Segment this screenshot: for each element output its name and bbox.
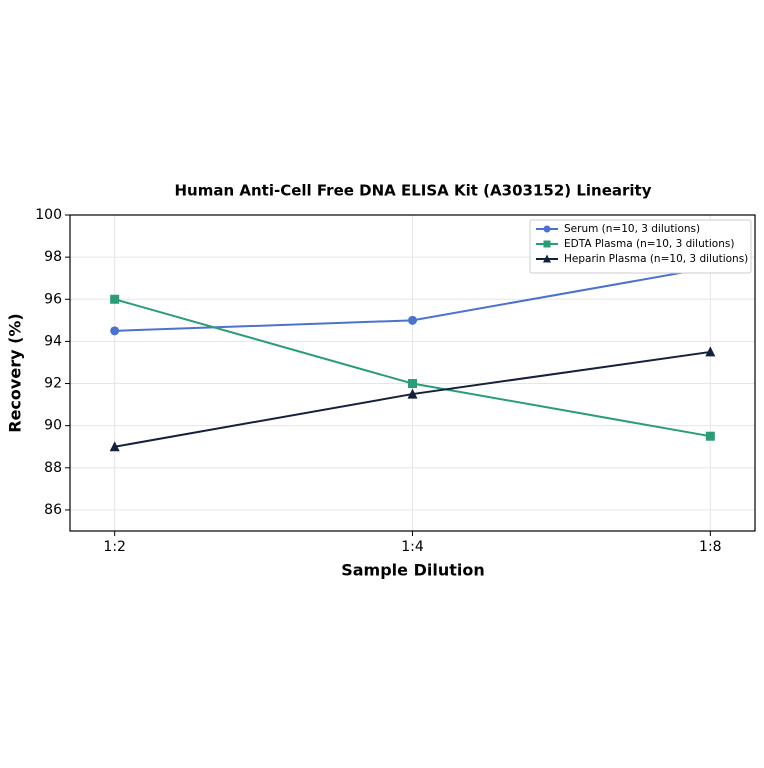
data-point (408, 379, 417, 389)
data-point (705, 431, 715, 441)
y-axis-label: Recovery (%) (6, 313, 25, 432)
y-tick-label: 100 (35, 207, 62, 223)
x-tick-label: 1:4 (401, 539, 424, 555)
y-tick-label: 90 (44, 418, 62, 434)
data-point (110, 294, 120, 304)
x-axis-label: Sample Dilution (341, 561, 485, 580)
y-tick-label: 96 (44, 291, 62, 307)
data-point (705, 346, 716, 357)
y-tick-label: 86 (44, 502, 62, 518)
plot-frame (69, 214, 756, 532)
legend-box (529, 219, 752, 274)
data-point (109, 441, 120, 452)
legend-marker (543, 254, 551, 263)
legend-marker (543, 240, 551, 248)
x-tick-label: 1:2 (103, 539, 126, 555)
data-point (407, 388, 418, 399)
data-point (408, 315, 417, 325)
y-tick-label: 88 (44, 460, 62, 476)
data-point (110, 326, 120, 336)
x-tick-label: 1:8 (699, 539, 722, 555)
legend-label: Serum (n=10, 3 dilutions) (564, 223, 700, 235)
y-tick-label: 94 (44, 333, 62, 349)
legend-label: EDTA Plasma (n=10, 3 dilutions) (564, 238, 734, 250)
y-tick-label: 92 (44, 376, 62, 392)
legend-label: Heparin Plasma (n=10, 3 dilutions) (564, 253, 748, 265)
chart-title: Human Anti-Cell Free DNA ELISA Kit (A303… (175, 182, 652, 200)
y-tick-label: 98 (44, 249, 62, 265)
legend-marker (543, 225, 551, 233)
